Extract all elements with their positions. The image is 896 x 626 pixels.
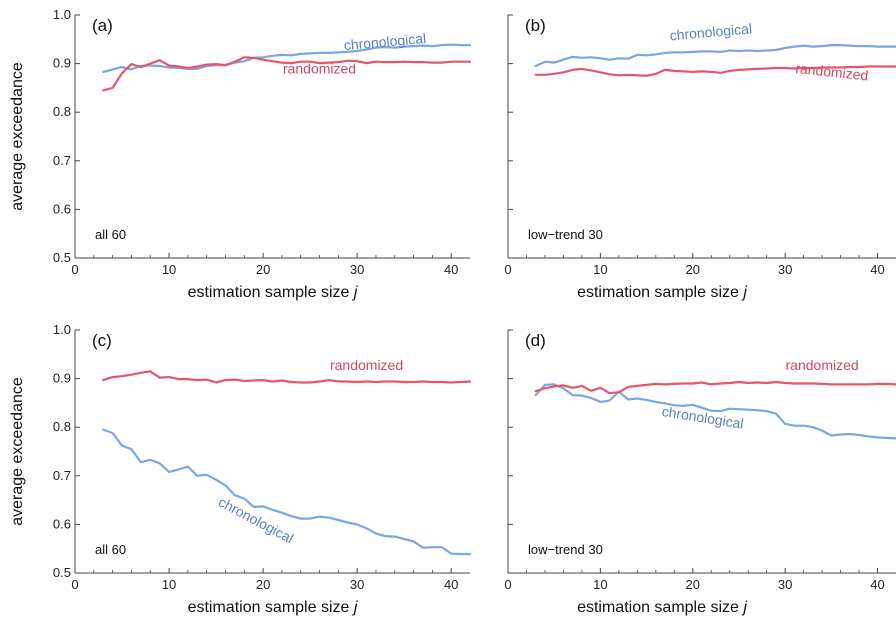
series-line-randomized-b [534, 65, 896, 77]
subset-label-c: all 60 [95, 542, 126, 557]
y-tick-label: 0.6 [53, 201, 71, 216]
series-label-randomized-d: randomized [786, 357, 859, 373]
subset-label-a: all 60 [95, 227, 126, 242]
x-tick-label: 40 [444, 262, 458, 277]
x-tick-label: 30 [778, 577, 792, 592]
y-tick-label: 0.9 [53, 56, 71, 71]
series-label-randomized-c: randomized [330, 357, 403, 373]
x-tick-label: 30 [350, 262, 364, 277]
y-axis-label-c: average exceedance [9, 377, 26, 526]
panel-label-c: (c) [92, 331, 112, 350]
series-line-chronological-b [534, 43, 896, 68]
y-tick-label: 0.5 [53, 565, 71, 580]
series-line-chronological-d [534, 383, 896, 440]
x-tick-label: 40 [870, 577, 884, 592]
x-tick-label: 20 [686, 577, 700, 592]
x-tick-label: 30 [350, 577, 364, 592]
y-tick-label: 0.9 [53, 371, 71, 386]
x-tick-label: 40 [444, 577, 458, 592]
x-tick-label: 20 [686, 262, 700, 277]
series-line-chronological-c [102, 428, 472, 556]
series-line-randomized-a [102, 56, 472, 92]
y-tick-label: 0.5 [53, 250, 71, 265]
x-axis-label-a: estimation sample size j [188, 284, 358, 301]
y-tick-label: 0.7 [53, 153, 71, 168]
panel-label-b: (b) [525, 16, 546, 35]
series-line-randomized-c [102, 370, 472, 384]
series-line-randomized-d [534, 380, 896, 395]
x-tick-label: 0 [504, 262, 511, 277]
x-axis-label-c: estimation sample size j [188, 599, 358, 616]
x-tick-label: 20 [256, 262, 270, 277]
x-tick-label: 10 [593, 577, 607, 592]
series-label-chronological-a: chronological [343, 30, 427, 53]
series-label-chronological-b: chronological [669, 20, 753, 43]
series-line-chronological-a [102, 43, 472, 74]
x-tick-label: 10 [162, 262, 176, 277]
y-tick-label: 0.7 [53, 468, 71, 483]
x-tick-label: 10 [593, 262, 607, 277]
x-axis-label-b: estimation sample size j [577, 284, 747, 301]
series-label-chronological-c: chronological [216, 494, 296, 547]
y-tick-label: 0.6 [53, 516, 71, 531]
subset-label-d: low−trend 30 [528, 542, 603, 557]
y-tick-label: 0.8 [53, 419, 71, 434]
x-axis-label-d: estimation sample size j [577, 599, 747, 616]
series-label-randomized-a: randomized [283, 60, 356, 76]
panel-label-d: (d) [525, 331, 546, 350]
series-label-randomized-b: randomized [795, 60, 869, 84]
y-tick-label: 1.0 [53, 322, 71, 337]
x-tick-label: 40 [870, 262, 884, 277]
x-tick-label: 10 [162, 577, 176, 592]
x-tick-label: 20 [256, 577, 270, 592]
y-tick-label: 0.8 [53, 104, 71, 119]
y-axis-label-a: average exceedance [9, 62, 26, 211]
panel-label-a: (a) [92, 16, 113, 35]
subset-label-b: low−trend 30 [528, 227, 603, 242]
x-tick-label: 0 [504, 577, 511, 592]
x-tick-label: 0 [71, 577, 78, 592]
x-tick-label: 0 [71, 262, 78, 277]
x-tick-label: 30 [778, 262, 792, 277]
y-tick-label: 1.0 [53, 7, 71, 22]
